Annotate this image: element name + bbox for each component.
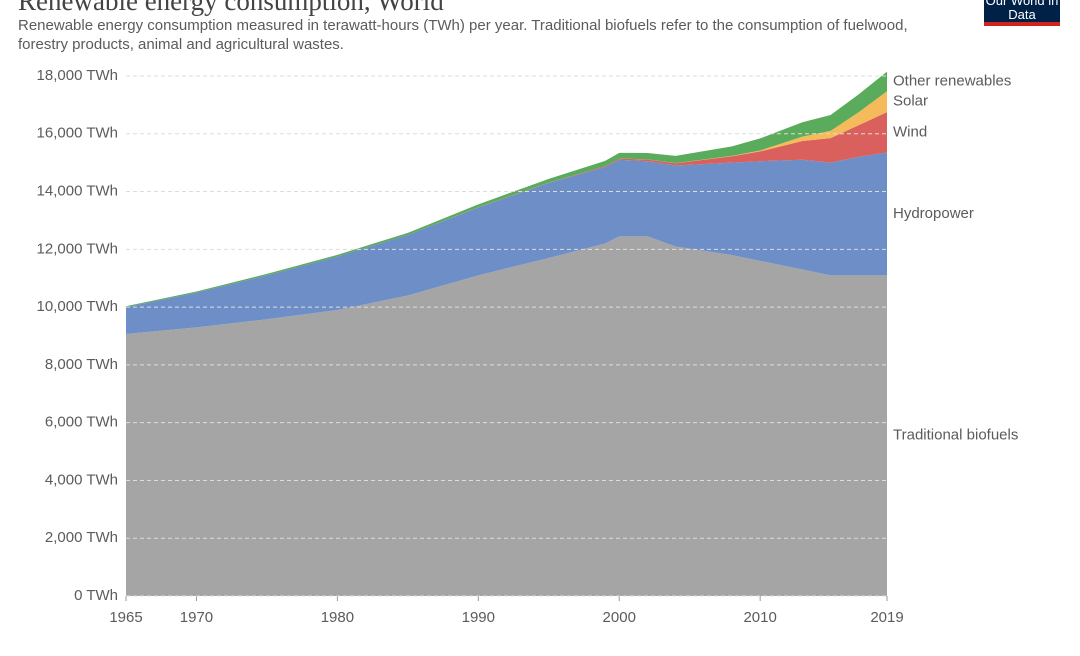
y-tick-label: 6,000 TWh: [45, 414, 118, 431]
y-tick-label: 8,000 TWh: [45, 356, 118, 373]
area: [126, 112, 887, 308]
y-tick-label: 12,000 TWh: [37, 240, 118, 257]
series-label: Solar: [893, 93, 928, 110]
y-tick-label: 18,000 TWh: [37, 67, 118, 84]
x-tick-label: 1980: [321, 609, 354, 626]
y-tick-label: 2,000 TWh: [45, 529, 118, 546]
area: [126, 236, 887, 597]
chart-subtitle: Renewable energy consumption measured in…: [18, 17, 908, 53]
y-tick-label: 16,000 TWh: [37, 125, 118, 142]
x-tick-label: 2019: [870, 609, 903, 626]
x-tick-label: 2000: [603, 609, 636, 626]
series-label: Other renewables: [893, 72, 1011, 89]
area: [126, 152, 887, 334]
series-label: Hydropower: [893, 205, 974, 222]
chart-title: Renewable energy consumption, World: [18, 0, 444, 16]
x-tick-label: 1990: [462, 609, 495, 626]
y-tick-label: 14,000 TWh: [37, 183, 118, 200]
x-tick-label: 2010: [743, 609, 776, 626]
y-tick-label: 10,000 TWh: [37, 298, 118, 315]
x-tick-label: 1970: [180, 609, 213, 626]
series-label: Wind: [893, 123, 927, 140]
x-tick-label: 1965: [109, 609, 142, 626]
y-tick-label: 0 TWh: [74, 587, 118, 604]
logo[interactable]: Our World in Data: [984, 0, 1060, 26]
series-label: Traditional biofuels: [893, 427, 1018, 444]
y-tick-label: 4,000 TWh: [45, 471, 118, 488]
